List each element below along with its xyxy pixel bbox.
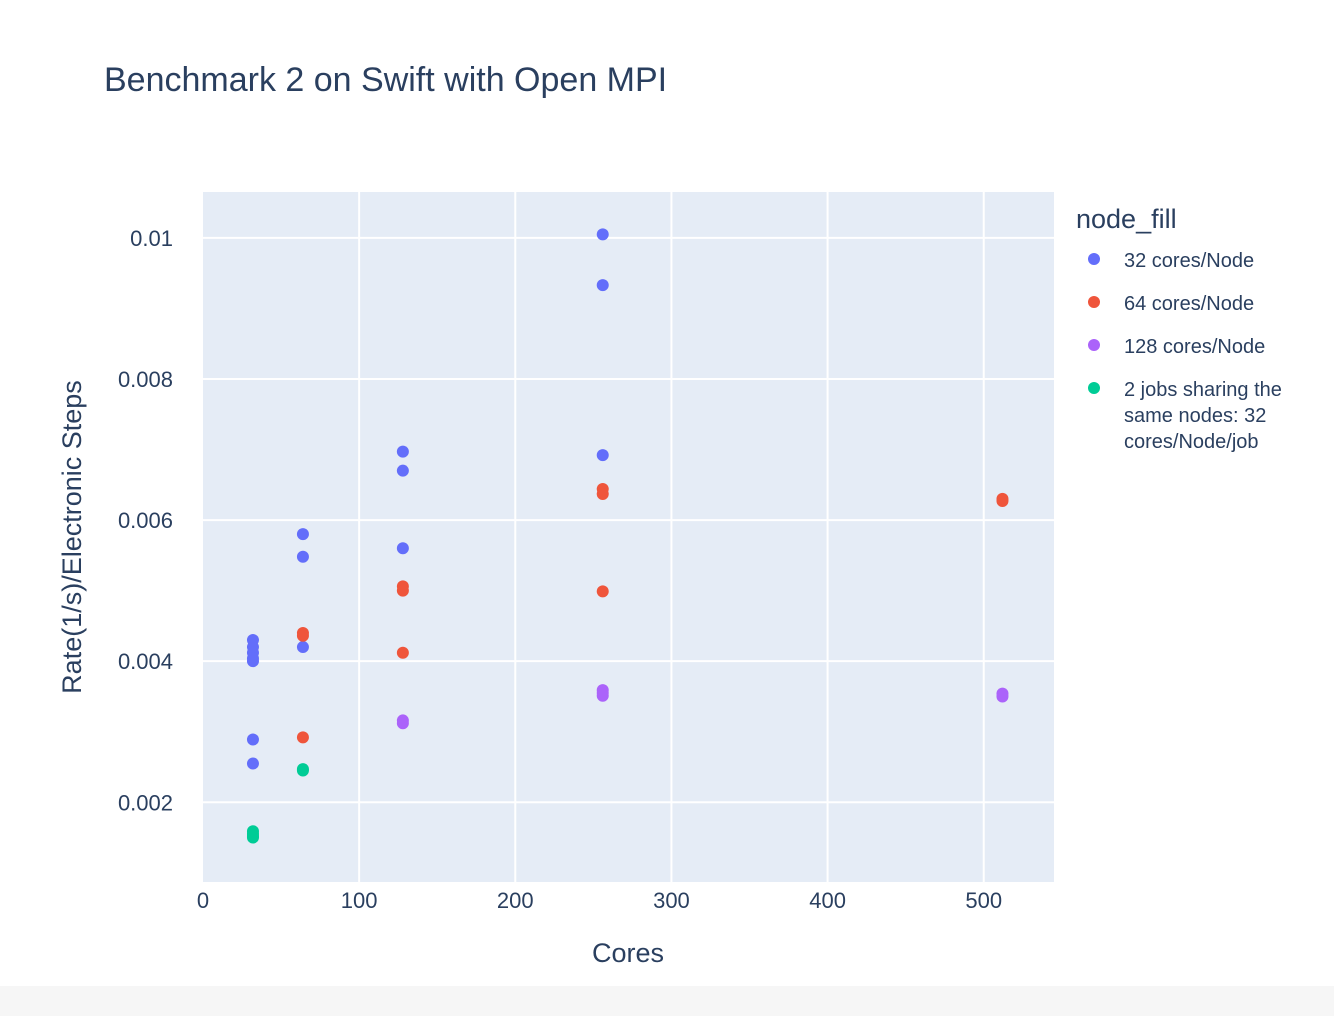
data-point[interactable]: [396, 646, 409, 659]
x-tick-label: 500: [965, 888, 1002, 913]
plot-area: [203, 192, 1054, 882]
chart-title: Benchmark 2 on Swift with Open MPI: [104, 61, 667, 99]
legend[interactable]: node_fill 32 cores/Node 64 cores/Node 128 …: [1076, 204, 1282, 453]
data-point[interactable]: [996, 690, 1009, 703]
legend-marker: [1088, 382, 1100, 394]
data-point[interactable]: [396, 445, 409, 458]
x-tick-labels: 0 100 200 300 400 500: [197, 888, 1002, 913]
y-tick-label: 0.006: [118, 508, 173, 533]
data-point[interactable]: [296, 528, 309, 541]
x-tick-label: 200: [497, 888, 534, 913]
y-tick-label: 0.01: [130, 226, 173, 251]
data-point[interactable]: [246, 655, 259, 668]
data-point[interactable]: [296, 731, 309, 744]
data-point[interactable]: [296, 629, 309, 642]
y-tick-label: 0.008: [118, 367, 173, 392]
data-point[interactable]: [596, 689, 609, 702]
data-points: [246, 228, 1009, 844]
legend-marker: [1088, 296, 1100, 308]
y-tick-labels: 0.002 0.004 0.006 0.008 0.01: [118, 226, 173, 815]
legend-item[interactable]: 64 cores/Node: [1088, 293, 1254, 315]
data-point[interactable]: [246, 733, 259, 746]
data-point[interactable]: [396, 584, 409, 597]
x-axis-label: Cores: [592, 938, 664, 968]
data-point[interactable]: [246, 831, 259, 844]
data-point[interactable]: [396, 717, 409, 730]
x-tick-label: 400: [809, 888, 846, 913]
legend-label: 64 cores/Node: [1124, 293, 1254, 315]
y-tick-label: 0.002: [118, 790, 173, 815]
data-point[interactable]: [996, 495, 1009, 508]
legend-title: node_fill: [1076, 204, 1177, 234]
legend-label: 2 jobs sharing the same nodes: 32 cores/No…: [1124, 379, 1282, 453]
legend-item[interactable]: 2 jobs sharing the same nodes: 32 cores/No…: [1088, 379, 1282, 453]
y-axis-label: Rate(1/s)/Electronic Steps: [57, 380, 87, 694]
data-point[interactable]: [296, 641, 309, 654]
legend-marker: [1088, 253, 1100, 265]
y-gridlines: [203, 236, 1054, 804]
data-point[interactable]: [296, 764, 309, 777]
window-bottom-strip: [0, 986, 1334, 1016]
data-point[interactable]: [296, 550, 309, 563]
x-tick-label: 0: [197, 888, 209, 913]
x-tick-label: 300: [653, 888, 690, 913]
data-point[interactable]: [596, 487, 609, 500]
legend-item[interactable]: 128 cores/Node: [1088, 336, 1265, 358]
data-point[interactable]: [596, 228, 609, 241]
y-tick-label: 0.004: [118, 649, 173, 674]
data-point[interactable]: [246, 757, 259, 770]
x-gridlines: [358, 192, 985, 882]
legend-marker: [1088, 339, 1100, 351]
x-tick-label: 100: [341, 888, 378, 913]
data-point[interactable]: [596, 279, 609, 292]
legend-label: 32 cores/Node: [1124, 250, 1254, 272]
data-point[interactable]: [596, 585, 609, 598]
data-point[interactable]: [396, 542, 409, 555]
legend-item[interactable]: 32 cores/Node: [1088, 250, 1254, 272]
data-point[interactable]: [396, 464, 409, 477]
data-point[interactable]: [596, 449, 609, 462]
legend-label: 128 cores/Node: [1124, 336, 1265, 358]
